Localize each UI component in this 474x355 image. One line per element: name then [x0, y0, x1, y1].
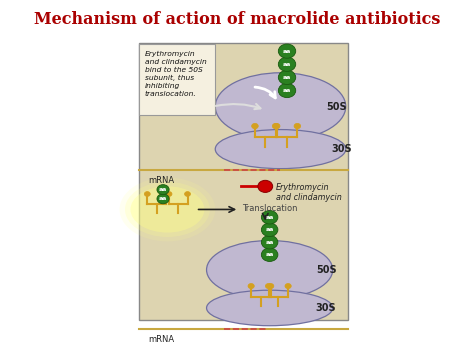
Text: aa: aa: [283, 49, 291, 54]
Text: Mechanism of action of macrolide antibiotics: Mechanism of action of macrolide antibio…: [34, 11, 440, 28]
Ellipse shape: [215, 130, 346, 169]
FancyBboxPatch shape: [139, 44, 215, 115]
Ellipse shape: [207, 241, 333, 299]
Circle shape: [166, 192, 172, 196]
Ellipse shape: [207, 290, 333, 326]
Circle shape: [273, 124, 280, 129]
Circle shape: [252, 124, 258, 129]
Circle shape: [163, 192, 169, 196]
Circle shape: [278, 44, 296, 58]
Text: aa: aa: [159, 187, 167, 192]
Ellipse shape: [130, 186, 204, 233]
Text: aa: aa: [265, 240, 274, 245]
Circle shape: [294, 124, 301, 129]
Ellipse shape: [119, 178, 215, 241]
Circle shape: [285, 284, 291, 289]
Circle shape: [272, 124, 279, 129]
Text: 30S: 30S: [316, 303, 337, 313]
Circle shape: [258, 180, 273, 192]
Text: Translocation: Translocation: [242, 204, 297, 213]
Text: aa: aa: [159, 196, 167, 201]
Circle shape: [278, 83, 296, 98]
Text: aa: aa: [265, 227, 274, 232]
Text: aa: aa: [283, 75, 291, 80]
Text: aa: aa: [265, 215, 274, 220]
Text: mRNA: mRNA: [148, 335, 174, 344]
Circle shape: [265, 284, 272, 289]
Circle shape: [261, 223, 278, 236]
Circle shape: [248, 284, 254, 289]
Text: Erythromycin
and clindamycin: Erythromycin and clindamycin: [276, 183, 342, 202]
Text: aa: aa: [283, 88, 291, 93]
Text: aa: aa: [265, 252, 274, 257]
Text: mRNA: mRNA: [148, 176, 174, 185]
Circle shape: [268, 284, 274, 289]
FancyBboxPatch shape: [139, 43, 348, 320]
Text: 50S: 50S: [316, 265, 337, 275]
Circle shape: [184, 192, 191, 196]
Circle shape: [278, 70, 296, 84]
Circle shape: [261, 235, 278, 249]
Circle shape: [261, 248, 278, 261]
Text: aa: aa: [283, 62, 291, 67]
Circle shape: [144, 192, 150, 196]
Text: 30S: 30S: [331, 144, 352, 154]
Circle shape: [157, 185, 169, 195]
Circle shape: [157, 194, 169, 204]
Circle shape: [261, 211, 278, 224]
Text: Erythromycin
and clindamycin
bind to the 50S
subunit, thus
inhibiting
translocat: Erythromycin and clindamycin bind to the…: [145, 50, 207, 97]
Circle shape: [278, 57, 296, 71]
Ellipse shape: [125, 182, 210, 237]
Ellipse shape: [215, 73, 346, 140]
Text: 50S: 50S: [327, 102, 347, 111]
